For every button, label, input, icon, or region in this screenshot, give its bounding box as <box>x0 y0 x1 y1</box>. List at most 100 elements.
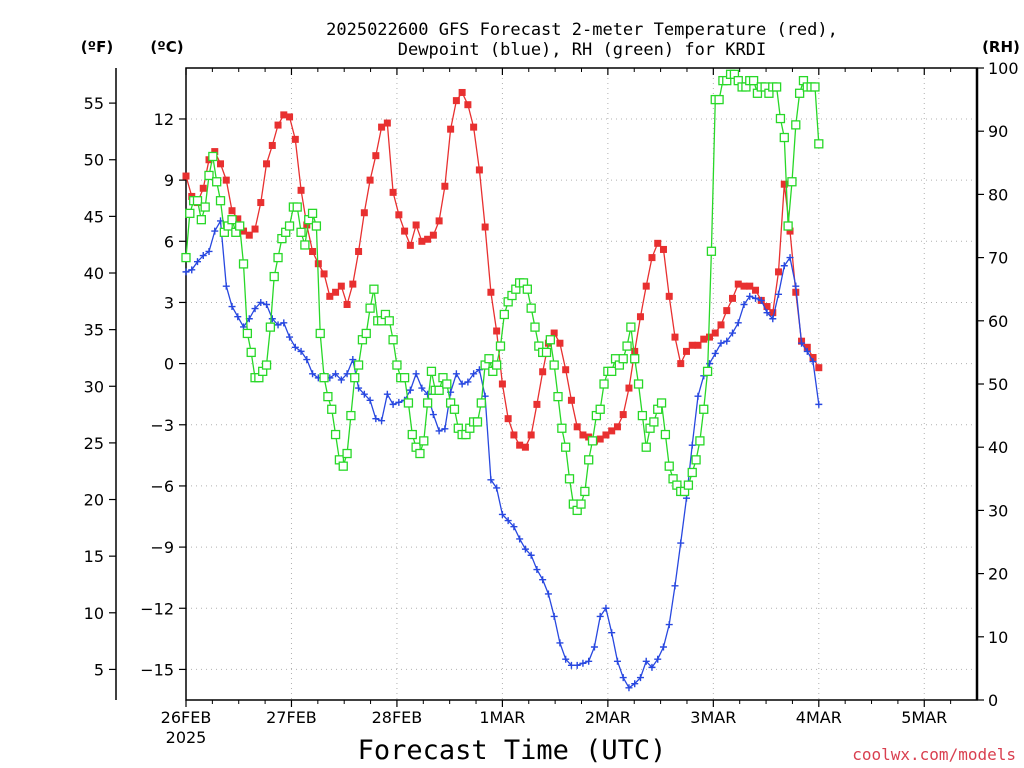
rh-point <box>499 309 509 320</box>
x-tick-label: 5MAR <box>901 708 947 727</box>
rh-point <box>576 499 586 509</box>
temperature-point <box>320 270 328 278</box>
dewpoint-point <box>435 427 443 435</box>
rh-point <box>626 322 636 332</box>
rh-point <box>702 366 713 377</box>
temperature-point <box>280 111 288 119</box>
rh-tick-label: 70 <box>988 249 1008 268</box>
rh-point <box>327 404 337 414</box>
temperature-point <box>441 182 449 190</box>
temperature-point <box>573 423 581 431</box>
dewpoint-point <box>199 252 207 260</box>
rh-point <box>204 170 214 181</box>
dewpoint-point <box>303 356 311 364</box>
dewpoint-point <box>493 484 501 492</box>
dewpoint-point <box>544 590 552 598</box>
temperature-point <box>694 341 702 349</box>
dewpoint-point <box>734 319 742 327</box>
rh-point <box>526 303 536 313</box>
x-tick-label: 28FEB <box>372 708 423 727</box>
dewpoint-point <box>268 315 276 323</box>
temperature-point <box>780 180 788 188</box>
dewpoint-point <box>372 415 380 423</box>
x-tick-label: 2MAR <box>585 708 631 727</box>
dewpoint-point <box>412 370 420 378</box>
temperature-point <box>539 368 547 376</box>
temperature-point <box>349 280 357 288</box>
dewpoint-point <box>705 360 713 368</box>
temperature-point <box>677 360 685 368</box>
dewpoint-point <box>521 545 529 553</box>
rh-point <box>296 227 306 237</box>
dewpoint-point <box>590 643 598 651</box>
temperature-point <box>332 288 340 296</box>
rh-tick-label: 100 <box>988 59 1019 78</box>
temperature-point <box>711 329 719 337</box>
dewpoint-point <box>297 347 305 355</box>
dewpoint-point <box>740 300 748 308</box>
rh-tick-label: 80 <box>988 185 1008 204</box>
rh-point <box>181 252 191 263</box>
temperature-point <box>366 176 374 184</box>
dewpoint-point <box>763 309 771 317</box>
rh-point <box>630 354 640 364</box>
rh-point <box>365 303 375 313</box>
rh-point <box>238 259 249 269</box>
fahrenheit-unit-label: (ºF) <box>81 38 113 56</box>
temperature-point <box>487 288 495 296</box>
temperature-point <box>516 441 524 449</box>
dewpoint-point <box>309 370 317 378</box>
rh-point <box>300 240 310 250</box>
rh-point <box>771 82 782 92</box>
rh-point <box>350 373 360 383</box>
dewpoint-point <box>251 305 259 313</box>
rh-point <box>622 341 632 351</box>
dewpoint-point <box>815 400 823 408</box>
temperature-point <box>671 333 679 341</box>
temperature-point <box>222 176 230 184</box>
temperature-point <box>763 303 771 311</box>
x-tick-label: 26FEB <box>161 708 212 727</box>
rh-point <box>530 322 540 332</box>
fahrenheit-tick-label: 40 <box>84 264 104 283</box>
temperature-point <box>740 282 748 290</box>
temperature-point <box>648 254 656 262</box>
dewpoint-line <box>185 218 820 689</box>
temperature-point <box>274 121 282 129</box>
x-tick-label: 1MAR <box>479 708 525 727</box>
dewpoint-point <box>665 621 673 629</box>
temperature-point <box>475 166 483 174</box>
rh-point <box>491 360 502 370</box>
rh-point <box>472 417 483 427</box>
rh-point <box>323 391 333 402</box>
rh-point <box>426 366 437 377</box>
dewpoint-point <box>803 347 811 355</box>
dewpoint-point <box>464 378 472 386</box>
temperature-point <box>562 366 570 374</box>
dewpoint-point <box>608 629 616 637</box>
chart-title-line-1: 2025022600 GFS Forecast 2-meter Temperat… <box>326 20 838 40</box>
fahrenheit-tick-label: 30 <box>84 377 104 396</box>
temperature-point <box>504 415 512 423</box>
rh-point <box>342 448 352 459</box>
rh-point <box>595 404 605 414</box>
rh-tick-label: 90 <box>988 122 1008 141</box>
temperature-point <box>182 172 190 180</box>
dewpoint-point <box>475 366 483 374</box>
dewpoint-point <box>366 396 374 404</box>
rh-tick-label: 0 <box>988 691 998 710</box>
dewpoint-point <box>263 300 271 308</box>
dewpoint-point <box>792 282 800 290</box>
temperature-point <box>608 427 616 435</box>
dewpoint-point <box>717 339 725 347</box>
grid-lines <box>186 68 977 700</box>
dewpoint-point <box>332 370 340 378</box>
temperature-point <box>700 335 708 343</box>
rh-point <box>691 455 701 465</box>
temperature-point <box>447 125 455 133</box>
temperature-point <box>521 443 529 451</box>
temperature-point <box>412 221 420 229</box>
rh-point <box>388 335 398 345</box>
rh-point <box>810 82 820 92</box>
rh-point <box>794 88 805 98</box>
